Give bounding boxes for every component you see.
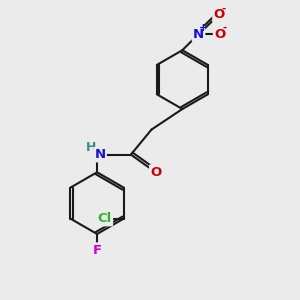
- Text: F: F: [92, 244, 102, 257]
- Text: O: O: [150, 166, 161, 179]
- Text: -: -: [222, 4, 226, 14]
- Text: Cl: Cl: [98, 212, 112, 225]
- Text: O: O: [214, 8, 225, 21]
- Text: N: N: [94, 148, 106, 161]
- Text: -: -: [223, 23, 227, 33]
- Text: H: H: [85, 141, 96, 154]
- Text: N: N: [193, 28, 204, 40]
- Text: +: +: [199, 23, 208, 33]
- Text: O: O: [214, 28, 225, 40]
